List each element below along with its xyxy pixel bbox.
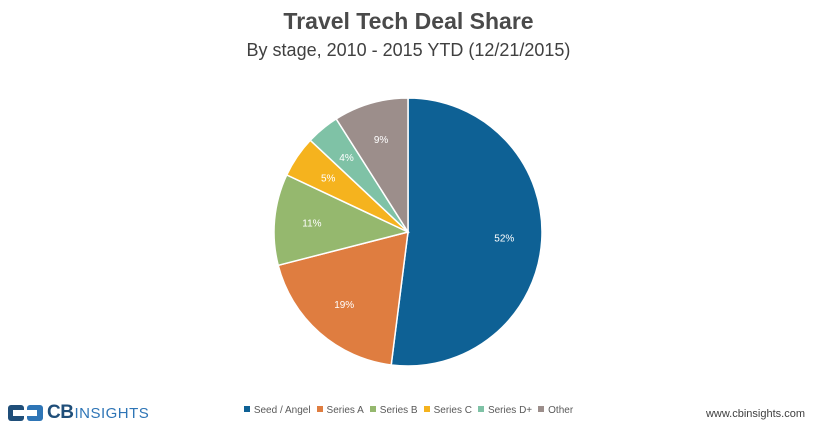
chart-legend: Seed / Angel Series A Series B Series C Seri… <box>0 405 817 416</box>
legend-item-series-d: Series D+ <box>477 405 533 416</box>
legend-swatch <box>243 406 250 412</box>
source-url: www.cbinsights.com <box>705 408 805 420</box>
pie-chart: 52% 19% 11% 5%4% 9% <box>273 97 543 367</box>
legend-label: Series B <box>379 405 418 416</box>
cb-logo-icon <box>8 402 44 424</box>
pie-slice-series-a <box>277 230 409 366</box>
pie-slice-series-b <box>273 173 411 267</box>
slice-label-series-d: 4% <box>339 153 354 164</box>
legend-swatch <box>423 406 430 412</box>
chart-title: Travel Tech Deal Share <box>283 8 534 34</box>
legend-item-series-b: Series B <box>369 405 418 416</box>
legend-item-other: Other <box>538 405 573 416</box>
legend-item-seed-angel: Seed / Angel <box>243 405 311 416</box>
legend-label: Series C <box>433 405 472 416</box>
cb-insights-logo: CB INSIGHTS <box>8 400 149 426</box>
legend-label: Series A <box>326 405 364 416</box>
chart-subtitle: By stage, 2010 - 2015 YTD (12/21/2015) <box>246 40 571 60</box>
slice-label-seed-angel: 52% <box>494 234 514 245</box>
legend-item-series-c: Series C <box>423 405 472 416</box>
pie-slice-other <box>335 97 409 235</box>
pie-slice-seed-angel <box>390 97 543 367</box>
logo-text-light: INSIGHTS <box>74 404 150 422</box>
legend-swatch <box>316 406 323 412</box>
logo-text-bold: CB <box>47 402 74 423</box>
slice-label-series-a: 19% <box>334 300 354 311</box>
legend-label: Series D+ <box>487 405 533 416</box>
legend-label: Other <box>548 405 574 416</box>
slice-label-series-c: 5% <box>321 173 336 184</box>
slice-label-series-b: 11% <box>302 218 321 229</box>
legend-label: Seed / Angel <box>253 405 311 416</box>
legend-swatch <box>477 406 484 412</box>
legend-swatch <box>538 406 545 412</box>
slice-label-other: 9% <box>374 135 389 146</box>
legend-item-series-a: Series A <box>316 405 364 416</box>
legend-swatch <box>369 406 376 412</box>
